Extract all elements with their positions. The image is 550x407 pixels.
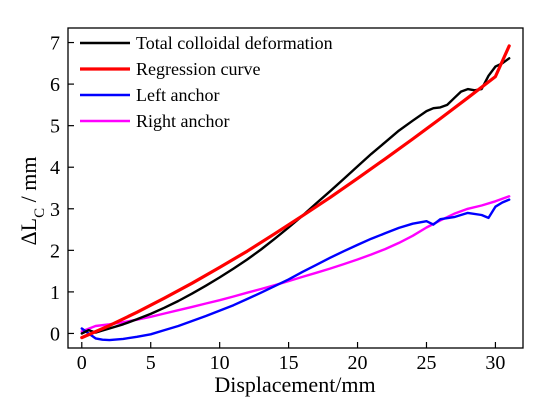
y-tick-label: 0 bbox=[50, 323, 60, 345]
x-tick-label: 5 bbox=[146, 352, 156, 374]
legend-label-total-colloidal-deformation: Total colloidal deformation bbox=[136, 33, 333, 53]
x-tick-label: 20 bbox=[348, 352, 368, 374]
plot-area bbox=[67, 27, 524, 349]
legend-label-regression-curve: Regression curve bbox=[136, 59, 260, 79]
series-line-total-colloidal-deformation bbox=[80, 57, 511, 335]
series-line-regression-curve bbox=[80, 44, 511, 340]
legend: Total colloidal deformation Regression cu… bbox=[80, 33, 333, 131]
series-layer bbox=[80, 44, 511, 342]
y-tick-label: 2 bbox=[50, 240, 60, 262]
y-tick-label: 7 bbox=[50, 33, 60, 55]
series-line-left-anchor bbox=[80, 198, 511, 342]
y-tick-label: 1 bbox=[50, 282, 60, 304]
y-axis-title-suffix: / mm bbox=[16, 157, 41, 208]
x-axis-ticks: 0 5 10 15 20 25 30 bbox=[77, 342, 505, 374]
y-tick-label: 6 bbox=[50, 74, 60, 96]
x-tick-label: 15 bbox=[279, 352, 299, 374]
x-tick-label: 30 bbox=[485, 352, 505, 374]
y-axis-title: ΔLC / mm bbox=[16, 157, 48, 246]
y-axis-title-subscript: C bbox=[32, 208, 48, 218]
y-axis-ticks: 0 1 2 3 4 5 6 7 bbox=[50, 33, 74, 345]
legend-label-right-anchor: Right anchor bbox=[136, 111, 229, 131]
x-tick-label: 0 bbox=[77, 352, 87, 374]
y-tick-label: 3 bbox=[50, 199, 60, 221]
x-tick-label: 10 bbox=[210, 352, 230, 374]
y-tick-label: 4 bbox=[50, 157, 60, 179]
x-tick-label: 25 bbox=[416, 352, 436, 374]
legend-label-left-anchor: Left anchor bbox=[136, 85, 219, 105]
x-axis-title: Displacement/mm bbox=[214, 372, 375, 397]
y-axis-title-prefix: ΔL bbox=[16, 218, 41, 246]
y-tick-label: 5 bbox=[50, 116, 60, 138]
